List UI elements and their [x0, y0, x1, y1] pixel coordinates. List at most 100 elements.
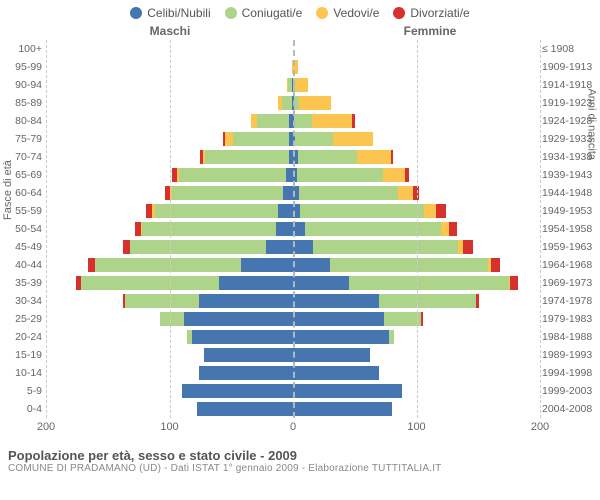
birth-year-label: 1944-1948 — [542, 187, 598, 199]
bar — [293, 114, 355, 128]
bar-segment — [204, 348, 293, 362]
legend-item: Divorziati/e — [393, 6, 469, 20]
bar-segment — [125, 294, 199, 308]
bar — [293, 348, 370, 362]
bar-segment — [312, 114, 353, 128]
bar — [76, 276, 293, 290]
age-label: 35-39 — [2, 277, 42, 289]
birth-year-label: 1994-1998 — [542, 367, 598, 379]
bar-segment — [130, 240, 266, 254]
legend-label: Vedovi/e — [333, 6, 379, 20]
gender-labels: Maschi Femmine — [0, 20, 600, 40]
legend-label: Celibi/Nubili — [147, 6, 210, 20]
bar-segment — [293, 366, 379, 380]
female-label: Femmine — [300, 24, 600, 38]
birth-year-label: 1939-1943 — [542, 169, 598, 181]
bar-segment — [160, 312, 185, 326]
bar-segment — [293, 348, 370, 362]
birth-year-label: 1974-1978 — [542, 295, 598, 307]
age-label: 15-19 — [2, 349, 42, 361]
bar-segment — [282, 96, 292, 110]
bar-segment — [278, 204, 293, 218]
bar — [293, 312, 423, 326]
bar-segment — [424, 204, 436, 218]
bar-segment — [293, 294, 379, 308]
birth-year-label: 1929-1933 — [542, 133, 598, 145]
chart-title: Popolazione per età, sesso e stato civil… — [8, 448, 592, 463]
bar-segment — [295, 78, 307, 92]
birth-year-label: 2004-2008 — [542, 403, 598, 415]
bar — [293, 78, 308, 92]
age-label: 60-64 — [2, 187, 42, 199]
bar-segment — [184, 312, 293, 326]
bar — [293, 384, 402, 398]
bar-segment — [233, 132, 290, 146]
bar-segment — [349, 276, 510, 290]
bar-segment — [241, 258, 293, 272]
bar — [278, 96, 293, 110]
bar — [293, 402, 392, 416]
bar — [172, 168, 293, 182]
birth-year-label: 1949-1953 — [542, 205, 598, 217]
birth-year-label: 1969-1973 — [542, 277, 598, 289]
age-label: 40-44 — [2, 259, 42, 271]
bar-segment — [266, 240, 293, 254]
birth-year-label: 1959-1963 — [542, 241, 598, 253]
bar — [123, 294, 293, 308]
age-label: 65-69 — [2, 169, 42, 181]
bar — [293, 330, 394, 344]
x-tick: 100 — [160, 421, 178, 433]
grid-line — [170, 40, 171, 418]
bar-segment — [299, 96, 331, 110]
birth-year-label: 1984-1988 — [542, 331, 598, 343]
bar-segment — [293, 402, 392, 416]
bar — [187, 330, 293, 344]
bar-segment — [510, 276, 517, 290]
bar-segment — [421, 312, 422, 326]
birth-year-label: 1934-1938 — [542, 151, 598, 163]
bar — [293, 240, 473, 254]
birth-year-label: 1979-1983 — [542, 313, 598, 325]
bar-segment — [81, 276, 219, 290]
bar — [135, 222, 293, 236]
age-label: 100+ — [2, 43, 42, 55]
age-label: 25-29 — [2, 313, 42, 325]
birth-year-label: 1964-1968 — [542, 259, 598, 271]
bar-segment — [357, 150, 390, 164]
age-label: 0-4 — [2, 403, 42, 415]
bar — [199, 366, 293, 380]
center-line — [293, 40, 295, 418]
age-label: 70-74 — [2, 151, 42, 163]
bar-segment — [436, 204, 446, 218]
bar-segment — [313, 240, 459, 254]
bar-segment — [205, 150, 289, 164]
bar — [293, 204, 446, 218]
bar-segment — [293, 384, 402, 398]
chart-subtitle: COMUNE DI PRADAMANO (UD) - Dati ISTAT 1°… — [8, 463, 592, 474]
bar — [293, 168, 409, 182]
bar — [293, 150, 393, 164]
bar-segment — [95, 258, 241, 272]
age-label: 75-79 — [2, 133, 42, 145]
bar-segment — [330, 258, 488, 272]
bar-segment — [398, 186, 413, 200]
legend-item: Vedovi/e — [316, 6, 379, 20]
bar-segment — [295, 132, 332, 146]
bar-segment — [333, 132, 374, 146]
bar-segment — [298, 150, 357, 164]
bar-segment — [293, 240, 313, 254]
grid-line — [540, 40, 541, 418]
bar-segment — [286, 168, 293, 182]
birth-year-label: 1999-2003 — [542, 385, 598, 397]
legend-item: Celibi/Nubili — [130, 6, 210, 20]
age-label: 45-49 — [2, 241, 42, 253]
legend-label: Divorziati/e — [410, 6, 469, 20]
grid-line — [46, 40, 47, 418]
birth-year-label: 1924-1928 — [542, 115, 598, 127]
bar — [123, 240, 293, 254]
bar — [293, 366, 379, 380]
age-label: 85-89 — [2, 97, 42, 109]
birth-year-label: 1909-1913 — [542, 61, 598, 73]
grid-line — [417, 40, 418, 418]
x-axis: 2001000100200 — [46, 418, 540, 440]
